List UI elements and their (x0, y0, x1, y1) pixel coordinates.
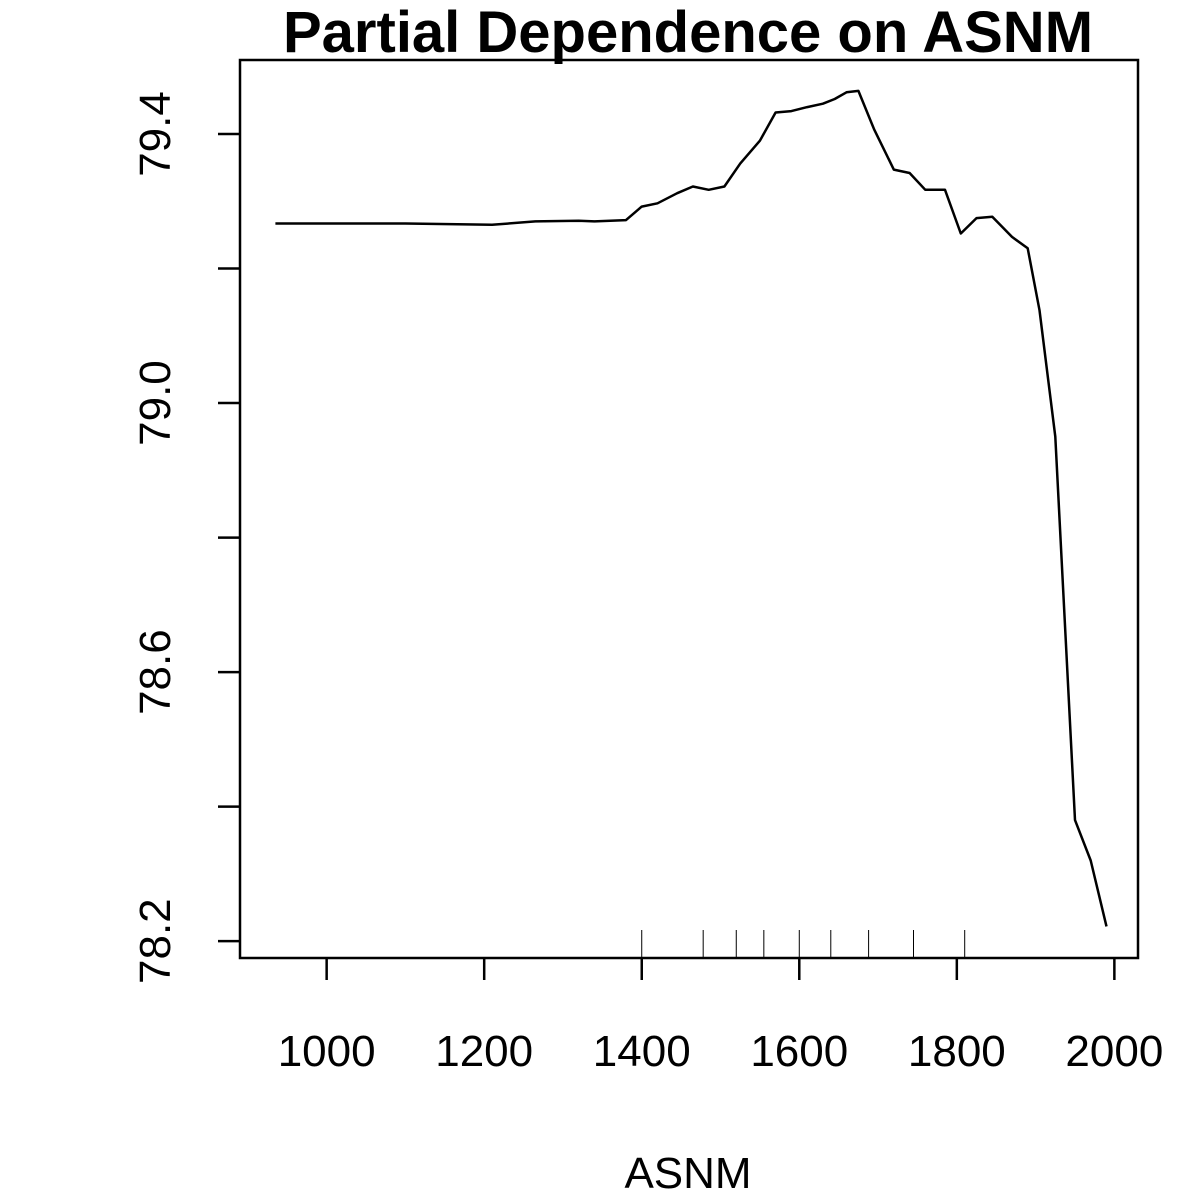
y-tick-label: 79.4 (131, 91, 180, 177)
y-tick-label: 78.2 (131, 898, 180, 984)
x-axis: 1000 1200 1400 1600 1800 2000 (278, 958, 1163, 1076)
x-axis-label: ASNM (624, 1149, 751, 1198)
x-tick-label: 1600 (750, 1027, 848, 1076)
x-tick-label: 1800 (908, 1027, 1006, 1076)
y-axis: 78.2 78.6 79.0 79.4 (131, 91, 240, 984)
x-tick-label: 1400 (593, 1027, 691, 1076)
x-tick-label: 1000 (278, 1027, 376, 1076)
y-tick-label: 78.6 (131, 629, 180, 715)
rug (641, 930, 966, 958)
plot-frame (238, 58, 1140, 960)
series-line (275, 89, 1108, 927)
x-tick-label: 2000 (1065, 1027, 1163, 1076)
y-tick-label: 79.0 (131, 360, 180, 446)
series-group (275, 89, 1108, 927)
chart-title: Partial Dependence on ASNM (283, 0, 1093, 65)
x-tick-label: 1200 (435, 1027, 533, 1076)
